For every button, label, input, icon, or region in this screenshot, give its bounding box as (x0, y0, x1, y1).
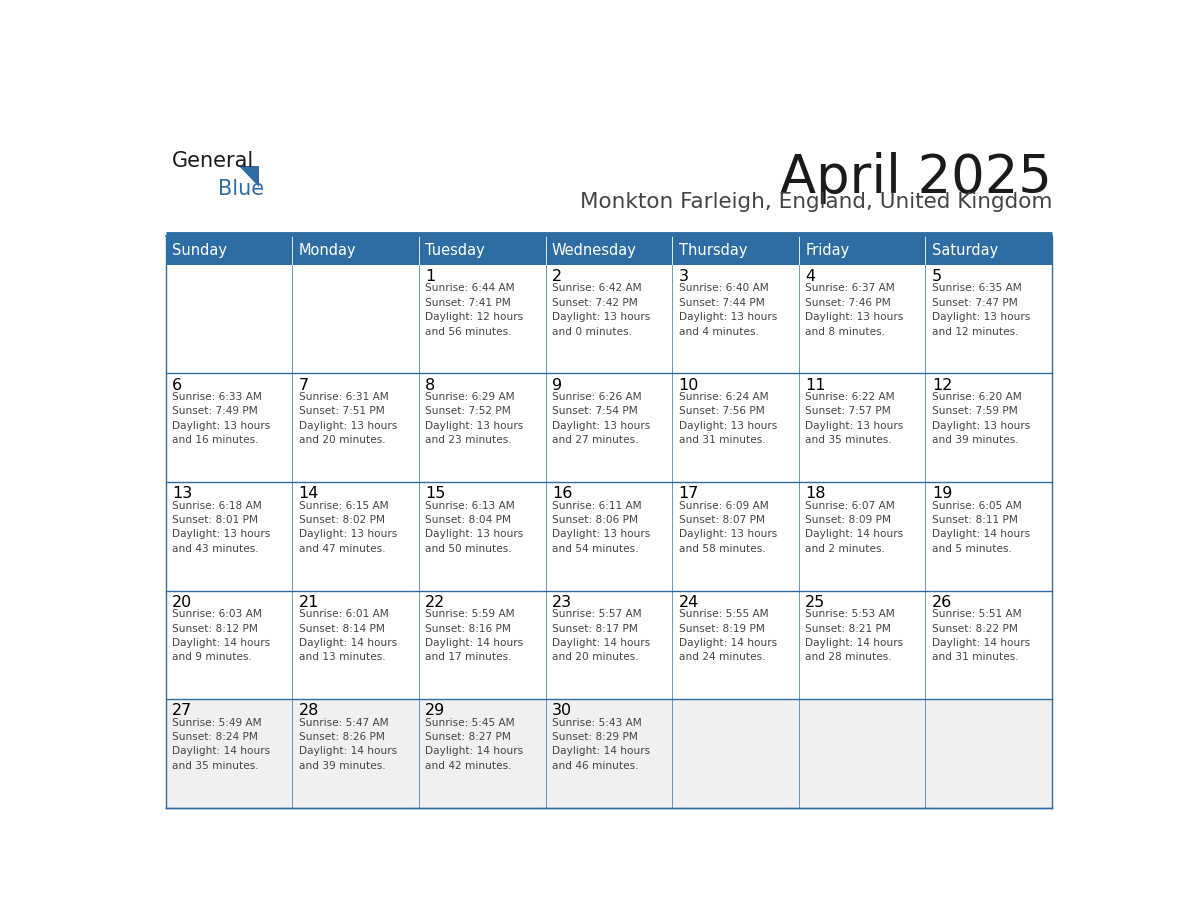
Text: Sunrise: 6:11 AM
Sunset: 8:06 PM
Daylight: 13 hours
and 54 minutes.: Sunrise: 6:11 AM Sunset: 8:06 PM Dayligh… (552, 500, 650, 554)
Text: 1: 1 (425, 269, 436, 285)
Text: 19: 19 (931, 487, 953, 501)
Text: Sunday: Sunday (172, 243, 227, 258)
Text: 18: 18 (805, 487, 826, 501)
Text: 13: 13 (172, 487, 192, 501)
Bar (292, 237, 419, 265)
Text: Sunrise: 6:40 AM
Sunset: 7:44 PM
Daylight: 13 hours
and 4 minutes.: Sunrise: 6:40 AM Sunset: 7:44 PM Dayligh… (678, 284, 777, 337)
Text: Sunrise: 6:13 AM
Sunset: 8:04 PM
Daylight: 13 hours
and 50 minutes.: Sunrise: 6:13 AM Sunset: 8:04 PM Dayligh… (425, 500, 524, 554)
Text: Sunrise: 6:09 AM
Sunset: 8:07 PM
Daylight: 13 hours
and 58 minutes.: Sunrise: 6:09 AM Sunset: 8:07 PM Dayligh… (678, 500, 777, 554)
Bar (925, 237, 1053, 265)
Bar (165, 482, 1053, 590)
Text: Tuesday: Tuesday (425, 243, 485, 258)
Text: 10: 10 (678, 377, 699, 393)
Text: 29: 29 (425, 703, 446, 719)
Text: Sunrise: 6:05 AM
Sunset: 8:11 PM
Daylight: 14 hours
and 5 minutes.: Sunrise: 6:05 AM Sunset: 8:11 PM Dayligh… (931, 500, 1030, 554)
Text: Sunrise: 5:55 AM
Sunset: 8:19 PM
Daylight: 14 hours
and 24 minutes.: Sunrise: 5:55 AM Sunset: 8:19 PM Dayligh… (678, 610, 777, 662)
Text: Monkton Farleigh, England, United Kingdom: Monkton Farleigh, England, United Kingdo… (580, 192, 1053, 212)
Text: Sunrise: 6:29 AM
Sunset: 7:52 PM
Daylight: 13 hours
and 23 minutes.: Sunrise: 6:29 AM Sunset: 7:52 PM Dayligh… (425, 392, 524, 445)
Text: Sunrise: 6:07 AM
Sunset: 8:09 PM
Daylight: 14 hours
and 2 minutes.: Sunrise: 6:07 AM Sunset: 8:09 PM Dayligh… (805, 500, 903, 554)
Bar (545, 237, 672, 265)
Text: Sunrise: 6:26 AM
Sunset: 7:54 PM
Daylight: 13 hours
and 27 minutes.: Sunrise: 6:26 AM Sunset: 7:54 PM Dayligh… (552, 392, 650, 445)
Bar (798, 237, 925, 265)
Text: Sunrise: 5:57 AM
Sunset: 8:17 PM
Daylight: 14 hours
and 20 minutes.: Sunrise: 5:57 AM Sunset: 8:17 PM Dayligh… (552, 610, 650, 662)
Text: Sunrise: 5:59 AM
Sunset: 8:16 PM
Daylight: 14 hours
and 17 minutes.: Sunrise: 5:59 AM Sunset: 8:16 PM Dayligh… (425, 610, 524, 662)
Text: 14: 14 (298, 487, 318, 501)
Text: 20: 20 (172, 595, 192, 610)
Text: Blue: Blue (219, 179, 265, 199)
Bar (165, 590, 1053, 700)
Text: 12: 12 (931, 377, 953, 393)
Text: 2: 2 (552, 269, 562, 285)
Text: 7: 7 (298, 377, 309, 393)
Text: 9: 9 (552, 377, 562, 393)
Polygon shape (239, 165, 259, 187)
Text: 27: 27 (172, 703, 192, 719)
Text: Sunrise: 5:47 AM
Sunset: 8:26 PM
Daylight: 14 hours
and 39 minutes.: Sunrise: 5:47 AM Sunset: 8:26 PM Dayligh… (298, 718, 397, 771)
Text: 4: 4 (805, 269, 815, 285)
Bar (165, 265, 1053, 374)
Text: Wednesday: Wednesday (552, 243, 637, 258)
Text: 25: 25 (805, 595, 826, 610)
Text: 11: 11 (805, 377, 826, 393)
Text: 21: 21 (298, 595, 318, 610)
Text: Sunrise: 6:20 AM
Sunset: 7:59 PM
Daylight: 13 hours
and 39 minutes.: Sunrise: 6:20 AM Sunset: 7:59 PM Dayligh… (931, 392, 1030, 445)
Text: Sunrise: 6:42 AM
Sunset: 7:42 PM
Daylight: 13 hours
and 0 minutes.: Sunrise: 6:42 AM Sunset: 7:42 PM Dayligh… (552, 284, 650, 337)
Text: Sunrise: 6:37 AM
Sunset: 7:46 PM
Daylight: 13 hours
and 8 minutes.: Sunrise: 6:37 AM Sunset: 7:46 PM Dayligh… (805, 284, 903, 337)
Text: 23: 23 (552, 595, 571, 610)
Text: 24: 24 (678, 595, 699, 610)
Text: 15: 15 (425, 487, 446, 501)
Text: Friday: Friday (805, 243, 849, 258)
Text: April 2025: April 2025 (781, 151, 1053, 204)
Text: 26: 26 (931, 595, 952, 610)
Text: 16: 16 (552, 487, 573, 501)
Text: Sunrise: 5:49 AM
Sunset: 8:24 PM
Daylight: 14 hours
and 35 minutes.: Sunrise: 5:49 AM Sunset: 8:24 PM Dayligh… (172, 718, 270, 771)
Text: Sunrise: 5:43 AM
Sunset: 8:29 PM
Daylight: 14 hours
and 46 minutes.: Sunrise: 5:43 AM Sunset: 8:29 PM Dayligh… (552, 718, 650, 771)
Text: 30: 30 (552, 703, 571, 719)
Text: Sunrise: 6:31 AM
Sunset: 7:51 PM
Daylight: 13 hours
and 20 minutes.: Sunrise: 6:31 AM Sunset: 7:51 PM Dayligh… (298, 392, 397, 445)
Text: 6: 6 (172, 377, 182, 393)
Text: Sunrise: 5:45 AM
Sunset: 8:27 PM
Daylight: 14 hours
and 42 minutes.: Sunrise: 5:45 AM Sunset: 8:27 PM Dayligh… (425, 718, 524, 771)
Text: 5: 5 (931, 269, 942, 285)
Text: Sunrise: 6:03 AM
Sunset: 8:12 PM
Daylight: 14 hours
and 9 minutes.: Sunrise: 6:03 AM Sunset: 8:12 PM Dayligh… (172, 610, 270, 662)
Text: Thursday: Thursday (678, 243, 747, 258)
Bar (165, 374, 1053, 482)
Text: 17: 17 (678, 487, 699, 501)
Text: Sunrise: 6:35 AM
Sunset: 7:47 PM
Daylight: 13 hours
and 12 minutes.: Sunrise: 6:35 AM Sunset: 7:47 PM Dayligh… (931, 284, 1030, 337)
Bar (165, 237, 292, 265)
Bar (419, 237, 545, 265)
Text: Sunrise: 6:15 AM
Sunset: 8:02 PM
Daylight: 13 hours
and 47 minutes.: Sunrise: 6:15 AM Sunset: 8:02 PM Dayligh… (298, 500, 397, 554)
Text: Sunrise: 6:44 AM
Sunset: 7:41 PM
Daylight: 12 hours
and 56 minutes.: Sunrise: 6:44 AM Sunset: 7:41 PM Dayligh… (425, 284, 524, 337)
Text: General: General (172, 151, 254, 171)
Text: Sunrise: 5:51 AM
Sunset: 8:22 PM
Daylight: 14 hours
and 31 minutes.: Sunrise: 5:51 AM Sunset: 8:22 PM Dayligh… (931, 610, 1030, 662)
Text: 8: 8 (425, 377, 436, 393)
Text: 28: 28 (298, 703, 318, 719)
Text: Sunrise: 6:33 AM
Sunset: 7:49 PM
Daylight: 13 hours
and 16 minutes.: Sunrise: 6:33 AM Sunset: 7:49 PM Dayligh… (172, 392, 270, 445)
Text: 22: 22 (425, 595, 446, 610)
Bar (165, 700, 1053, 808)
Text: 3: 3 (678, 269, 689, 285)
Text: Sunrise: 5:53 AM
Sunset: 8:21 PM
Daylight: 14 hours
and 28 minutes.: Sunrise: 5:53 AM Sunset: 8:21 PM Dayligh… (805, 610, 903, 662)
Bar (672, 237, 798, 265)
Text: Monday: Monday (298, 243, 356, 258)
Text: Sunrise: 6:18 AM
Sunset: 8:01 PM
Daylight: 13 hours
and 43 minutes.: Sunrise: 6:18 AM Sunset: 8:01 PM Dayligh… (172, 500, 270, 554)
Text: Saturday: Saturday (931, 243, 998, 258)
Text: Sunrise: 6:24 AM
Sunset: 7:56 PM
Daylight: 13 hours
and 31 minutes.: Sunrise: 6:24 AM Sunset: 7:56 PM Dayligh… (678, 392, 777, 445)
Text: Sunrise: 6:22 AM
Sunset: 7:57 PM
Daylight: 13 hours
and 35 minutes.: Sunrise: 6:22 AM Sunset: 7:57 PM Dayligh… (805, 392, 903, 445)
Text: Sunrise: 6:01 AM
Sunset: 8:14 PM
Daylight: 14 hours
and 13 minutes.: Sunrise: 6:01 AM Sunset: 8:14 PM Dayligh… (298, 610, 397, 662)
